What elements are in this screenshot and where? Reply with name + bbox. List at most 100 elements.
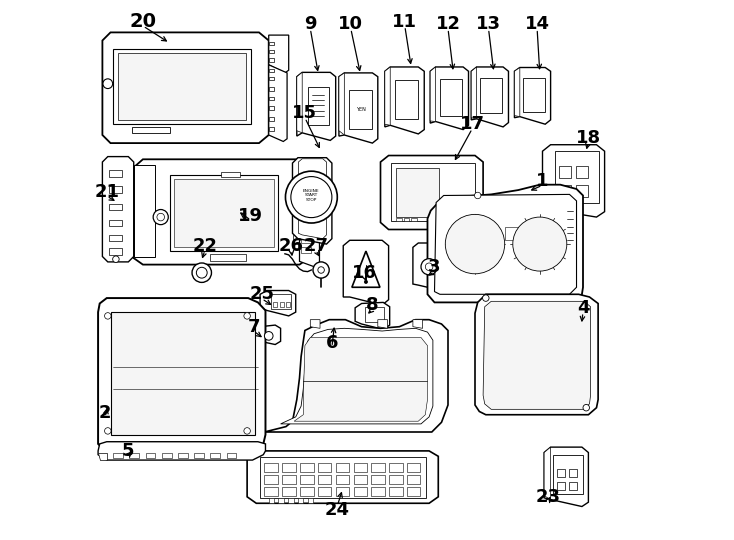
- Bar: [195, 453, 204, 458]
- Circle shape: [153, 210, 168, 225]
- Text: 10: 10: [338, 15, 363, 33]
- Polygon shape: [247, 451, 438, 503]
- Bar: [288, 498, 294, 503]
- Bar: [269, 50, 274, 53]
- Text: 19: 19: [239, 207, 264, 225]
- Polygon shape: [260, 291, 296, 316]
- Circle shape: [313, 262, 330, 278]
- Bar: [109, 220, 123, 226]
- Text: ENGINE
START
STOP: ENGINE START STOP: [303, 189, 320, 202]
- Bar: [389, 463, 403, 472]
- Polygon shape: [134, 159, 309, 265]
- Bar: [354, 475, 367, 484]
- Polygon shape: [413, 320, 423, 328]
- Polygon shape: [471, 67, 476, 119]
- Bar: [440, 79, 462, 116]
- Bar: [269, 77, 274, 80]
- Bar: [505, 227, 520, 240]
- Polygon shape: [264, 320, 448, 432]
- Bar: [282, 487, 296, 496]
- Bar: [396, 218, 401, 221]
- Polygon shape: [515, 68, 520, 117]
- Polygon shape: [103, 157, 134, 262]
- Circle shape: [364, 280, 368, 284]
- Polygon shape: [427, 185, 583, 302]
- Bar: [555, 151, 599, 202]
- Bar: [300, 487, 313, 496]
- Bar: [278, 498, 284, 503]
- Polygon shape: [542, 145, 605, 217]
- Bar: [389, 475, 403, 484]
- Bar: [293, 244, 299, 248]
- Bar: [178, 453, 188, 458]
- Bar: [298, 498, 303, 503]
- Bar: [264, 475, 278, 484]
- Bar: [301, 189, 310, 194]
- Bar: [318, 463, 331, 472]
- Bar: [113, 453, 123, 458]
- Bar: [145, 453, 156, 458]
- Bar: [221, 172, 240, 177]
- Bar: [318, 487, 331, 496]
- Text: 4: 4: [577, 299, 589, 317]
- Bar: [407, 463, 421, 472]
- Circle shape: [192, 263, 211, 282]
- Polygon shape: [544, 447, 589, 507]
- Text: 18: 18: [576, 129, 601, 147]
- Bar: [293, 197, 299, 201]
- Polygon shape: [344, 240, 388, 305]
- Polygon shape: [292, 158, 332, 244]
- Text: 26: 26: [279, 237, 304, 255]
- Bar: [211, 453, 220, 458]
- Bar: [301, 199, 310, 204]
- Circle shape: [264, 332, 273, 340]
- Bar: [293, 178, 299, 182]
- Text: 22: 22: [192, 237, 217, 255]
- Bar: [293, 206, 299, 211]
- Bar: [569, 469, 577, 477]
- Polygon shape: [297, 72, 302, 133]
- Circle shape: [291, 177, 332, 218]
- Polygon shape: [483, 301, 591, 409]
- Bar: [458, 197, 464, 212]
- Bar: [354, 487, 367, 496]
- Polygon shape: [299, 159, 327, 239]
- Bar: [227, 453, 236, 458]
- Bar: [308, 87, 330, 125]
- Bar: [349, 90, 372, 129]
- Bar: [282, 463, 296, 472]
- Bar: [282, 475, 296, 484]
- Bar: [301, 228, 310, 233]
- Circle shape: [286, 171, 338, 223]
- Bar: [269, 97, 274, 100]
- Polygon shape: [269, 35, 288, 73]
- Bar: [109, 170, 123, 177]
- Polygon shape: [103, 32, 269, 143]
- Bar: [569, 482, 577, 490]
- Bar: [371, 487, 385, 496]
- Bar: [371, 475, 385, 484]
- Polygon shape: [297, 72, 335, 140]
- Bar: [293, 235, 299, 239]
- Circle shape: [157, 213, 164, 221]
- Bar: [280, 302, 284, 307]
- Bar: [293, 187, 299, 192]
- Bar: [407, 487, 421, 496]
- Bar: [391, 163, 475, 221]
- Bar: [576, 166, 588, 178]
- Bar: [301, 208, 310, 214]
- Bar: [300, 475, 313, 484]
- Bar: [109, 248, 123, 255]
- Bar: [264, 487, 278, 496]
- Bar: [264, 463, 278, 472]
- Bar: [557, 469, 565, 477]
- Bar: [335, 487, 349, 496]
- Polygon shape: [310, 320, 320, 328]
- Bar: [523, 78, 545, 112]
- Bar: [576, 185, 588, 197]
- Text: 8: 8: [366, 296, 379, 314]
- Bar: [407, 475, 421, 484]
- Bar: [301, 170, 310, 175]
- Polygon shape: [98, 442, 266, 460]
- Circle shape: [421, 259, 437, 275]
